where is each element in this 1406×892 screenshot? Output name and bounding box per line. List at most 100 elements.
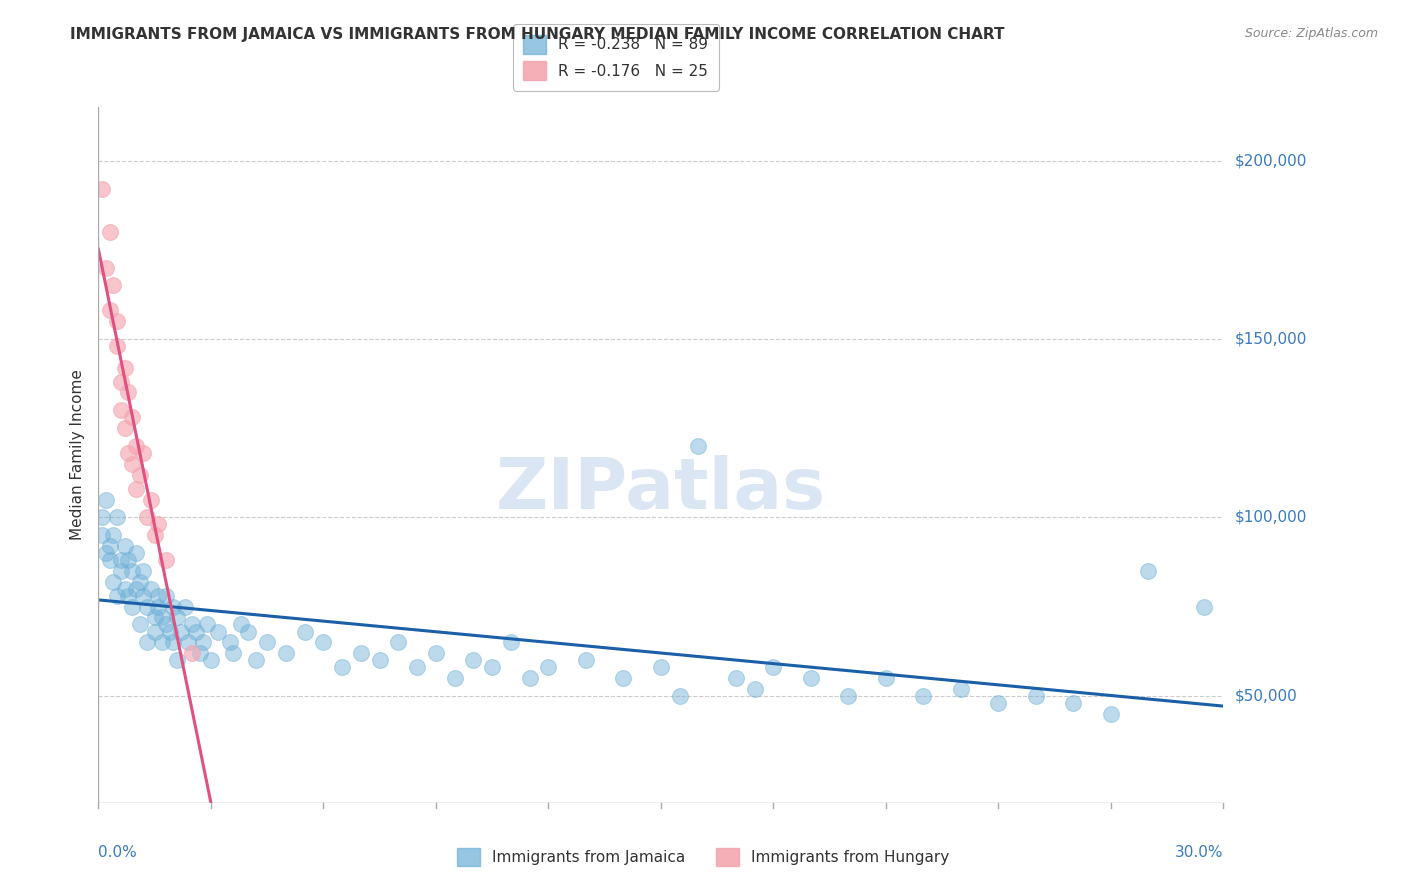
Point [139,582,162,596]
Point [91,528,114,542]
Point [218,635,240,649]
Point [222,646,245,660]
Point [128,574,150,589]
Point [499,635,522,649]
Point [519,671,541,685]
Text: IMMIGRANTS FROM JAMAICA VS IMMIGRANTS FROM HUNGARY MEDIAN FAMILY INCOME CORRELAT: IMMIGRANTS FROM JAMAICA VS IMMIGRANTS FR… [70,27,1005,42]
Point [173,599,195,614]
Point [125,439,148,453]
Point [148,599,170,614]
Point [155,589,177,603]
Point [1137,564,1160,578]
Point [155,617,177,632]
Point [162,599,184,614]
Point [103,528,125,542]
Point [117,385,139,400]
Point [139,492,162,507]
Point [125,582,148,596]
Point [94,492,117,507]
Point [105,314,128,328]
Point [312,635,335,649]
Point [688,439,710,453]
Legend: R = -0.238   N = 89, R = -0.176   N = 25: R = -0.238 N = 89, R = -0.176 N = 25 [513,24,718,90]
Point [117,589,139,603]
Point [184,624,207,639]
Point [98,303,121,318]
Point [121,564,143,578]
Text: $100,000: $100,000 [1234,510,1306,524]
Point [481,660,503,674]
Point [195,617,218,632]
Point [406,660,429,674]
Point [91,182,114,196]
Text: $200,000: $200,000 [1234,153,1306,168]
Point [103,574,125,589]
Point [136,510,159,524]
Point [155,553,177,567]
Point [724,671,747,685]
Point [1099,706,1122,721]
Text: $150,000: $150,000 [1234,332,1306,346]
Legend: Immigrants from Jamaica, Immigrants from Hungary: Immigrants from Jamaica, Immigrants from… [447,838,959,875]
Point [114,421,136,435]
Point [350,646,373,660]
Point [136,599,159,614]
Point [125,546,148,560]
Point [912,689,935,703]
Point [110,375,132,389]
Point [128,617,150,632]
Point [114,539,136,553]
Point [181,646,204,660]
Point [143,624,166,639]
Point [368,653,391,667]
Point [125,482,148,496]
Point [121,457,143,471]
Point [103,278,125,293]
Point [1194,599,1216,614]
Point [166,653,188,667]
Point [875,671,897,685]
Point [110,403,132,417]
Point [256,635,278,649]
Point [121,410,143,425]
Point [1025,689,1047,703]
Point [105,339,128,353]
Point [575,653,598,667]
Point [132,589,155,603]
Point [800,671,823,685]
Point [650,660,672,674]
Text: ZIPatlas: ZIPatlas [496,455,825,524]
Point [105,510,128,524]
Point [170,624,193,639]
Point [98,539,121,553]
Point [294,624,316,639]
Point [188,646,211,660]
Point [132,446,155,460]
Point [537,660,560,674]
Point [387,635,409,649]
Text: 0.0%: 0.0% [98,845,138,860]
Point [443,671,465,685]
Point [668,689,690,703]
Point [181,617,204,632]
Point [114,360,136,375]
Point [987,696,1010,710]
Point [229,617,252,632]
Point [143,528,166,542]
Point [98,553,121,567]
Point [238,624,260,639]
Point [744,681,766,696]
Point [274,646,297,660]
Point [1062,696,1084,710]
Point [94,546,117,560]
Point [207,624,229,639]
Point [150,635,173,649]
Point [837,689,859,703]
Point [166,610,188,624]
Point [949,681,972,696]
Point [117,553,139,567]
Point [612,671,634,685]
Point [330,660,353,674]
Point [110,553,132,567]
Y-axis label: Median Family Income: Median Family Income [69,369,84,541]
